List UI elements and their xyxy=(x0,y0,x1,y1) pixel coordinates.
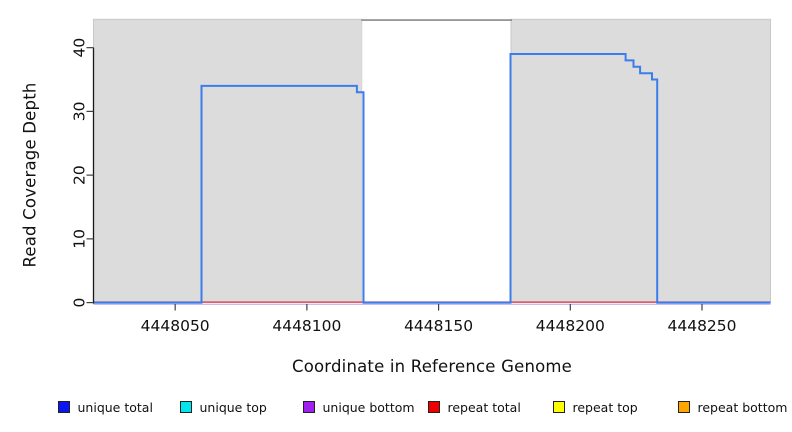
legend-item-repeat-top: repeat top xyxy=(553,398,638,416)
x-axis-title: Coordinate in Reference Genome xyxy=(291,357,573,376)
legend-item-unique-top: unique top xyxy=(180,398,267,416)
y-tick-label: 0 xyxy=(71,298,89,308)
y-tick-label: 40 xyxy=(71,38,89,58)
unique-region-2 xyxy=(510,18,771,303)
legend-item-unique-total: unique total xyxy=(58,398,153,416)
legend-swatch-unique-bottom xyxy=(303,401,315,413)
legend-label: unique top xyxy=(199,399,267,415)
series-unique-total-line xyxy=(93,53,771,304)
unique-region-1 xyxy=(93,18,363,303)
x-tick-label: 4448100 xyxy=(272,317,341,335)
legend-label: repeat bottom xyxy=(697,399,788,415)
legend-item-repeat-bottom: repeat bottom xyxy=(678,398,787,416)
legend-label: unique total xyxy=(77,399,153,415)
legend-label: repeat top xyxy=(572,399,638,415)
chart-legend: unique total unique top unique bottom repea… xyxy=(0,398,792,420)
x-tick-label: 4448150 xyxy=(404,317,473,335)
y-tick-label: 10 xyxy=(71,229,89,249)
legend-item-repeat-total: repeat total xyxy=(428,398,521,416)
legend-label: repeat total xyxy=(447,399,521,415)
legend-swatch-repeat-top xyxy=(553,401,565,413)
x-tick-label: 4448200 xyxy=(536,317,605,335)
legend-swatch-unique-top xyxy=(180,401,192,413)
y-tick-label: 30 xyxy=(71,102,89,122)
x-tick-label: 4448250 xyxy=(667,317,736,335)
x-tick-label: 4448050 xyxy=(141,317,210,335)
legend-swatch-unique-total xyxy=(58,401,70,413)
legend-swatch-repeat-bottom xyxy=(678,401,690,413)
legend-label: unique bottom xyxy=(322,399,415,415)
y-axis-title: Read Coverage Depth xyxy=(20,82,40,268)
y-tick-label: 20 xyxy=(71,165,89,185)
legend-item-unique-bottom: unique bottom xyxy=(303,398,415,416)
legend-swatch-repeat-total xyxy=(428,401,440,413)
repeat-region-gap xyxy=(362,19,512,303)
